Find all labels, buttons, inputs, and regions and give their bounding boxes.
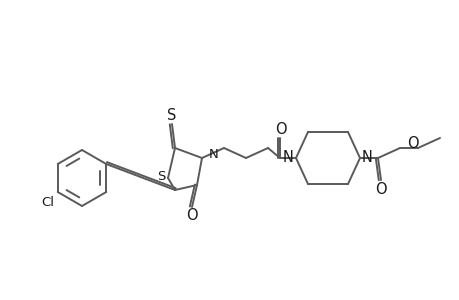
Text: Cl: Cl (41, 196, 54, 208)
Text: O: O (375, 182, 386, 196)
Text: N: N (208, 148, 218, 160)
Text: S: S (167, 107, 176, 122)
Text: O: O (274, 122, 286, 136)
Text: N: N (282, 151, 293, 166)
Text: N: N (361, 151, 372, 166)
Text: O: O (406, 136, 418, 152)
Text: O: O (186, 208, 197, 224)
Text: S: S (157, 170, 165, 184)
